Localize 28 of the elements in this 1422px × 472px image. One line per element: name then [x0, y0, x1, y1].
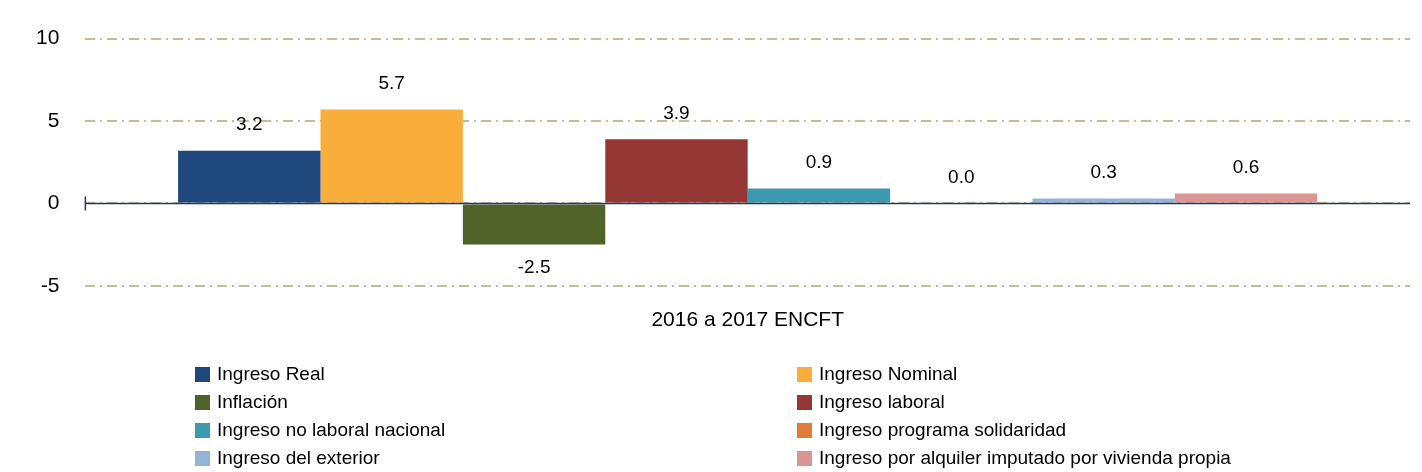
- bar: [178, 150, 321, 203]
- legend-label: Ingreso Nominal: [819, 363, 958, 385]
- y-tick-label: 0: [47, 190, 60, 214]
- text: -2.5: [517, 256, 551, 278]
- bar: [1174, 193, 1318, 203]
- bar: [747, 188, 891, 203]
- legend-label: Ingreso del exterior: [217, 447, 380, 469]
- bar: [462, 204, 606, 245]
- x-tick-label: 2016 a 2017 ENCFT: [651, 307, 845, 331]
- legend-label: Ingreso por alquiler imputado por vivienda propia: [819, 447, 1231, 469]
- y-tick-label: 10: [36, 25, 60, 49]
- legend-label: Ingreso Real: [217, 363, 325, 385]
- legend-label: Ingreso no laboral nacional: [217, 419, 446, 441]
- text: 3.2: [236, 113, 263, 135]
- text: 0.3: [1090, 161, 1117, 183]
- text: 0.9: [805, 151, 833, 173]
- legend-label: Inflación: [217, 391, 288, 413]
- bar: [1032, 198, 1175, 203]
- text: 0.6: [1232, 156, 1260, 178]
- y-tick-label: -5: [40, 272, 60, 296]
- legend-label: Ingreso laboral: [819, 391, 945, 413]
- legend-label: Ingreso programa solidaridad: [819, 419, 1067, 441]
- text: 3.9: [663, 101, 690, 123]
- bar: [320, 109, 463, 203]
- text: 0.0: [948, 166, 975, 188]
- y-tick-label: 5: [47, 107, 60, 131]
- text: 5.7: [378, 72, 405, 94]
- bar: [605, 139, 748, 203]
